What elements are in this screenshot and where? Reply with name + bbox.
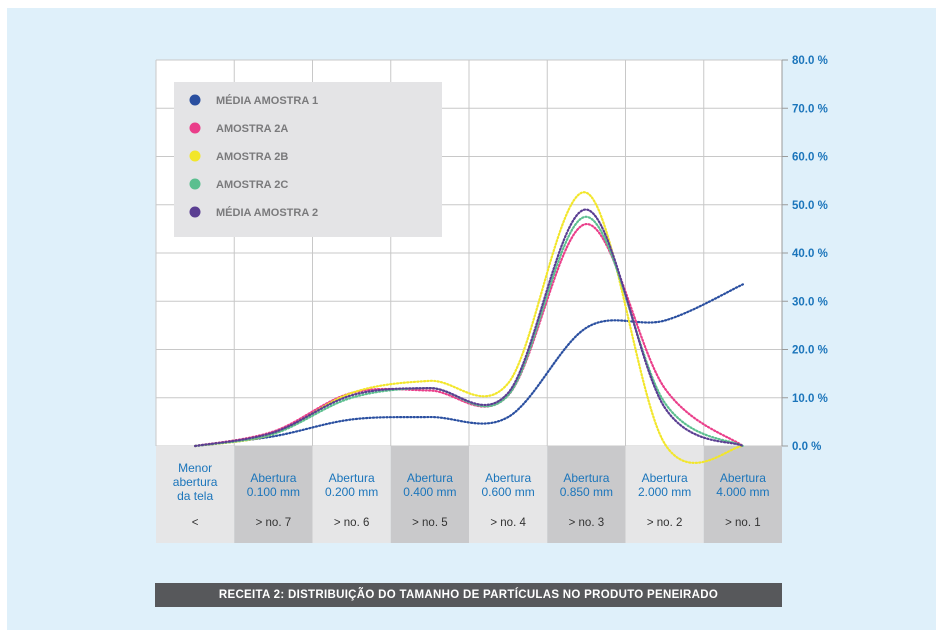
series-line-5 [194,208,744,448]
sieve-label: > no. 7 [256,517,292,529]
y-tick-label: 60.0 % [792,152,828,164]
category-cell [234,446,313,543]
sieve-label: > no. 1 [725,517,761,529]
category-label: Abertura 0.200 mm [325,471,378,499]
category-cell [312,446,391,543]
y-tick-label: 10.0 % [792,393,828,405]
y-tick-label: 50.0 % [792,200,828,212]
y-tick-label: 20.0 % [792,345,828,357]
category-cell [156,446,235,543]
series-line-4 [194,215,744,448]
category-label: Abertura 0.100 mm [247,471,300,499]
series-line-1 [194,283,744,448]
sieve-label: > no. 2 [647,517,683,529]
category-cell [547,446,626,543]
y-tick-label: 70.0 % [792,103,828,115]
legend-marker [189,150,201,162]
legend-marker [189,206,201,218]
category-label: Abertura 2.000 mm [638,471,691,499]
legend-marker [189,122,201,134]
category-label: Menor abertura da tela [173,461,218,503]
category-cell [390,446,469,543]
y-tick-label: 40.0 % [792,248,828,260]
legend-label: MÉDIA AMOSTRA 2 [216,206,318,219]
y-tick-label: 0.0 % [792,441,821,453]
sieve-label: > no. 4 [490,517,526,529]
legend-label: MÉDIA AMOSTRA 1 [216,94,318,107]
sieve-label: < [192,517,199,529]
category-label: Abertura 0.600 mm [481,471,534,499]
category-label: Abertura 0.850 mm [560,471,613,499]
y-tick-label: 80.0 % [792,55,828,67]
legend-label: AMOSTRA 2A [216,123,288,135]
sieve-label: > no. 3 [569,517,605,529]
category-label: Abertura 4.000 mm [716,471,769,499]
y-tick-label: 30.0 % [792,296,828,308]
legend-marker [189,94,201,106]
legend-label: AMOSTRA 2C [216,179,288,191]
chart-caption: RECEITA 2: DISTRIBUIÇÃO DO TAMANHO DE PA… [155,583,782,607]
legend-label: AMOSTRA 2B [216,151,288,163]
category-cell [703,446,782,543]
category-cell [469,446,548,543]
legend-box [174,82,442,237]
sieve-label: > no. 5 [412,517,448,529]
legend-marker [189,178,201,190]
category-label: Abertura 0.400 mm [403,471,456,499]
sieve-label: > no. 6 [334,517,370,529]
